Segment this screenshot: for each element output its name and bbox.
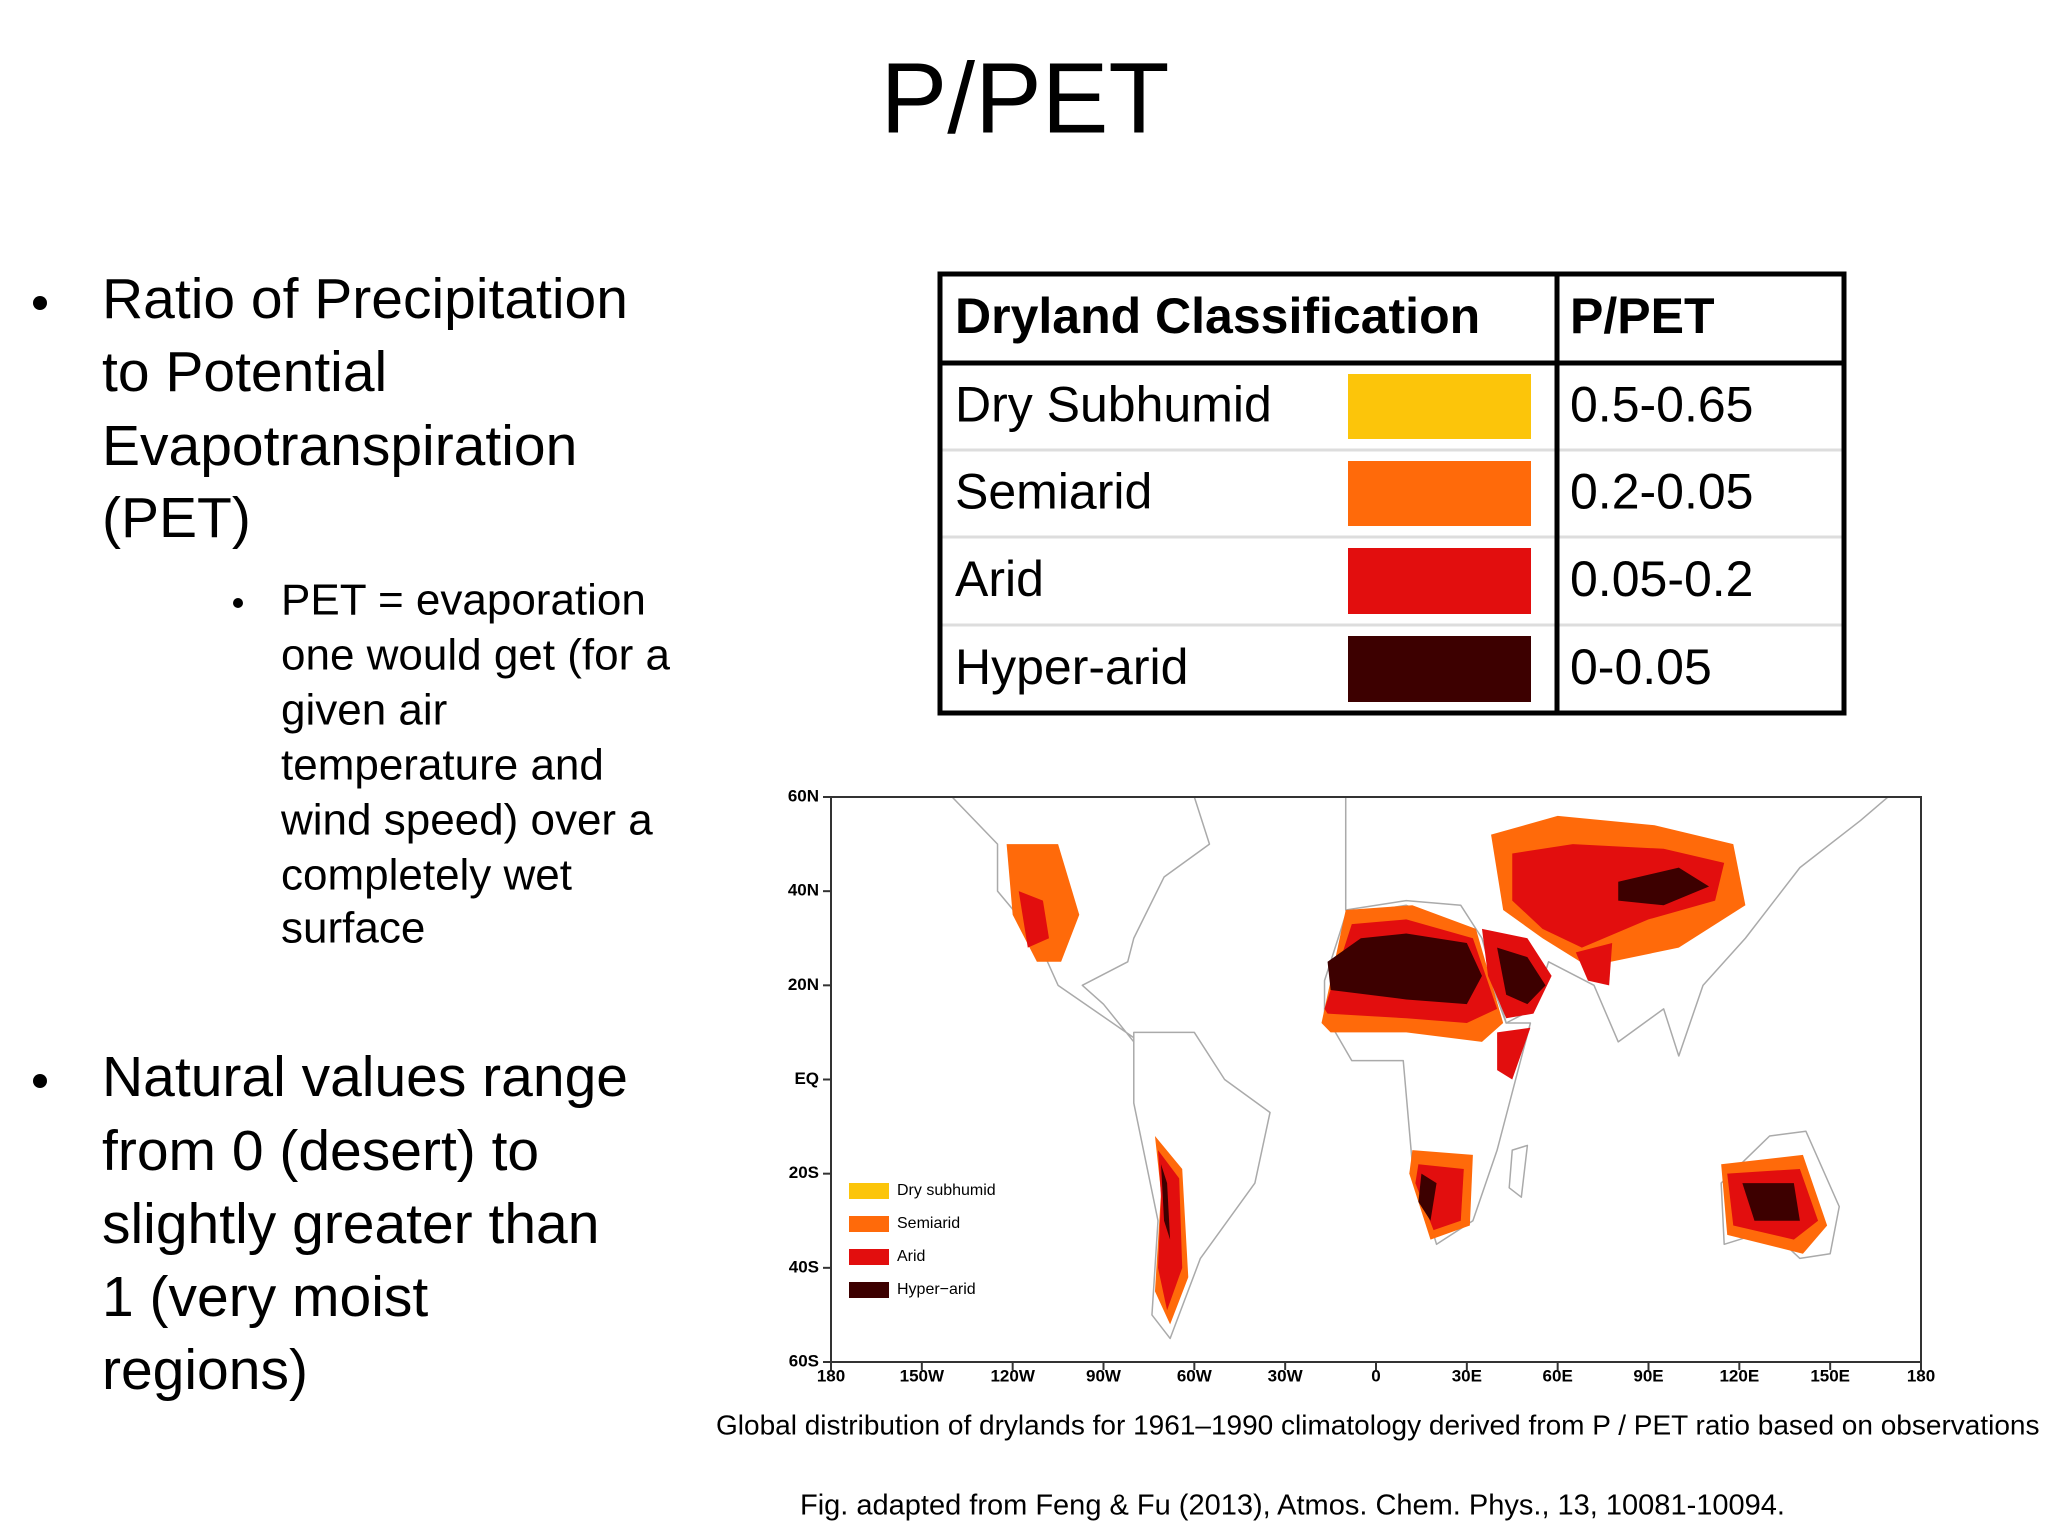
legend-label: Arid [897,1248,925,1265]
map-area [875,797,1890,1340]
class-range: 0.05-0.2 [1570,551,1753,607]
bullet-dot [33,1074,47,1088]
table-header: Dryland Classification [955,288,1480,344]
class-name: Dry Subhumid [955,377,1272,433]
lon-label: 180 [1907,1366,1935,1385]
legend-label: Hyper−arid [897,1281,976,1298]
dryland-region [1742,1183,1800,1221]
lat-label: 20N [788,975,819,994]
legend-label: Semiarid [897,1215,960,1232]
dryland-region [1497,947,1546,1005]
lat-label: 40N [788,881,819,900]
bullet-text: Ratio of Precipitation [102,267,628,331]
dryland-region [1497,1027,1531,1080]
bullet-text: to Potential [102,340,387,404]
legend-swatch [849,1216,889,1232]
source-note: Fig. adapted from Feng & Fu (2013), Atmo… [800,1490,1785,1522]
lat-label: EQ [794,1069,819,1088]
lon-label: 60W [1177,1366,1213,1385]
bullet-text: (PET) [102,486,251,550]
bullet-text: from 0 (desert) to [102,1119,539,1183]
sub-bullet-text: PET = evaporation [281,576,646,625]
bullet-text: regions) [102,1338,308,1402]
legend-swatch [849,1249,889,1265]
bullet-dot [33,296,47,310]
dryland-region [1018,891,1049,948]
class-name: Arid [955,551,1044,607]
table-header: P/PET [1570,288,1714,344]
dryland-region [1618,867,1710,906]
dryland-region [1575,942,1613,986]
dryland-region [1418,1173,1437,1221]
sub-bullet-text: wind speed) over a [280,796,653,845]
sub-bullet-dot [233,598,243,608]
lon-label: 120W [990,1366,1035,1385]
table-border [937,271,1847,716]
dryland-region [1161,1164,1171,1240]
class-range: 0.5-0.65 [1570,377,1753,433]
bullet-text: Evapotranspiration [102,414,577,478]
class-name: Hyper-arid [955,639,1188,695]
sub-bullet-text: temperature and [281,741,604,790]
map-caption: Global distribution of drylands for 1961… [716,1409,2040,1440]
lon-label: 150E [1810,1366,1850,1385]
land-outline [1508,1144,1529,1198]
color-swatch [1348,461,1531,526]
lon-label: 150W [900,1366,945,1385]
lat-label: 40S [789,1257,819,1276]
legend-swatch [849,1282,889,1298]
color-swatch [1348,636,1531,702]
slide-title: P/PET [881,42,1170,154]
class-range: 0-0.05 [1570,639,1712,695]
sub-bullet-text: completely wet [281,851,572,900]
bullet-text: 1 (very moist [102,1265,428,1329]
lon-label: 120E [1719,1366,1759,1385]
lat-label: 20S [789,1163,819,1182]
legend-swatch [849,1183,889,1199]
lon-label: 30E [1452,1366,1482,1385]
bullet-text: Natural values range [102,1045,628,1109]
bullet-text: slightly greater than [102,1192,599,1256]
lon-label: 180 [817,1366,845,1385]
sub-bullet-text: given air [281,686,447,735]
lat-label: 60S [789,1351,819,1370]
color-swatch [1348,374,1531,439]
lon-label: 90W [1086,1366,1122,1385]
class-range: 0.2-0.05 [1570,464,1753,520]
lon-label: 90E [1633,1366,1663,1385]
lon-label: 60E [1543,1366,1573,1385]
sub-bullet-text: one would get (for a [281,631,670,680]
color-swatch [1348,548,1531,614]
sub-bullet-text: surface [281,904,425,953]
legend-label: Dry subhumid [897,1182,996,1199]
class-name: Semiarid [955,464,1152,520]
dryland-region [1327,933,1482,1005]
lon-label: 0 [1371,1366,1380,1385]
lat-label: 60N [788,786,819,805]
lon-label: 30W [1268,1366,1304,1385]
